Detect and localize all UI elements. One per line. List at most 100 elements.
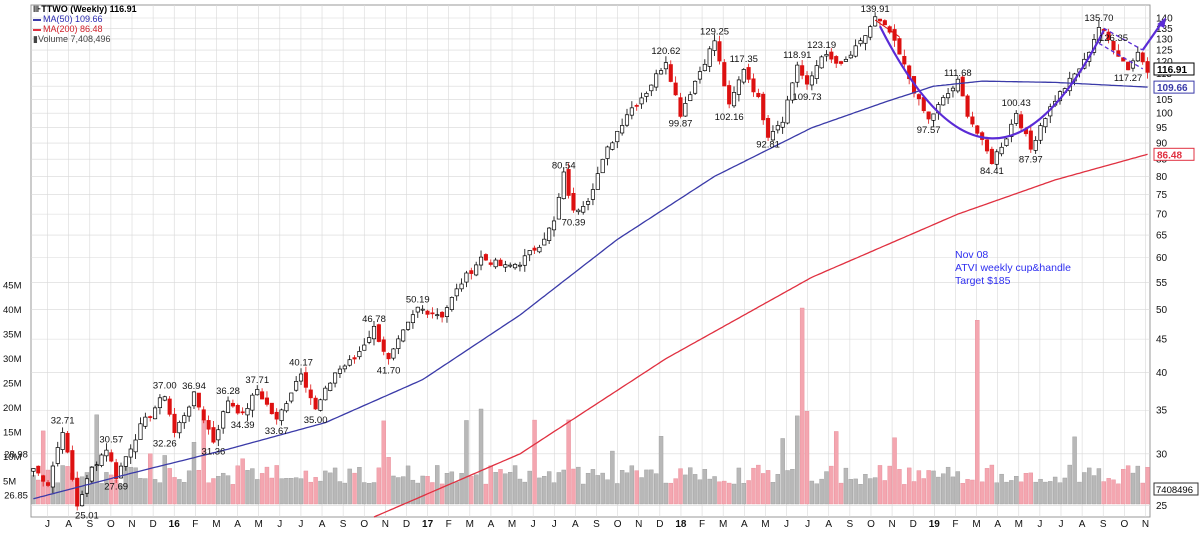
- candle-body: [678, 97, 683, 117]
- volume-tick-label: 25M: [3, 379, 22, 390]
- volume-bar: [872, 477, 878, 505]
- volume-bar: [877, 465, 883, 505]
- candle-body: [201, 409, 206, 421]
- y-tick-label: 55: [1156, 278, 1168, 289]
- candle-body: [298, 373, 304, 382]
- x-tick-label: S: [593, 519, 600, 530]
- volume-bar: [804, 411, 810, 505]
- volume-bar: [843, 467, 849, 505]
- volume-bar: [736, 467, 742, 505]
- x-tick-label: 18: [675, 519, 687, 530]
- candle-body: [342, 365, 347, 370]
- candle-body: [221, 411, 226, 429]
- candle-body: [255, 389, 260, 396]
- candle-body: [975, 125, 980, 134]
- pattern-annotation: Nov 08 ATVI weekly cup&handle Target $18…: [955, 249, 1071, 288]
- legend-title: ⊪TTWO (Weekly) 116.91: [33, 4, 137, 14]
- x-tick-label: F: [192, 519, 198, 530]
- price-anchor-label: 34.39: [231, 420, 255, 431]
- candle-body: [756, 92, 761, 98]
- candle-body: [474, 264, 479, 276]
- candle-body: [571, 193, 576, 211]
- x-tick-label: M: [466, 519, 474, 530]
- candle-body: [225, 400, 231, 413]
- candle-body: [965, 95, 970, 117]
- volume-bar: [323, 470, 328, 505]
- candle-body: [746, 67, 751, 80]
- candle-body: [284, 403, 289, 412]
- price-anchor-label: 111.68: [944, 68, 972, 79]
- candle-body: [478, 256, 484, 266]
- y-tick-label: 35: [1156, 406, 1168, 417]
- volume-bar: [36, 479, 41, 505]
- candle-body: [819, 56, 824, 69]
- volume-bar: [994, 482, 999, 505]
- candle-body: [668, 64, 673, 82]
- volume-bar: [206, 482, 211, 505]
- price-anchor-label: 30.57: [99, 435, 123, 446]
- candle-body: [133, 439, 138, 453]
- x-tick-label: A: [741, 519, 748, 530]
- x-tick-label: M: [212, 519, 220, 530]
- candle-body: [328, 382, 333, 391]
- volume-bar: [425, 476, 430, 505]
- candle-body: [381, 339, 386, 352]
- volume-bar: [1048, 481, 1053, 505]
- candle-body: [858, 40, 863, 45]
- volume-bar: [279, 478, 284, 505]
- volume-bar: [381, 420, 386, 505]
- volume-bar: [362, 482, 367, 505]
- candle-body: [50, 465, 55, 488]
- candle-body: [245, 408, 250, 416]
- legend-ma200: MA(200) 86.48: [33, 24, 137, 34]
- y-tick-label: 65: [1156, 231, 1168, 242]
- volume-bar: [741, 483, 746, 505]
- candle-body: [308, 389, 313, 399]
- candle-body: [960, 76, 965, 97]
- volume-bar: [527, 470, 532, 505]
- candle-body: [770, 131, 775, 141]
- x-tick-label: J: [552, 519, 557, 530]
- volume-bar: [138, 478, 143, 505]
- volume-bar: [439, 483, 445, 505]
- volume-bar: [274, 465, 279, 505]
- volume-bar: [493, 472, 498, 505]
- candle-body: [274, 411, 279, 420]
- volume-bar: [819, 478, 824, 505]
- volume-bar: [332, 467, 338, 505]
- volume-bar: [357, 467, 362, 505]
- x-tick-label: D: [910, 519, 917, 530]
- candle-body: [722, 62, 727, 87]
- volume-bar: [984, 468, 990, 505]
- candle-body: [31, 468, 36, 472]
- x-tick-label: O: [1120, 519, 1128, 530]
- volume-bar: [692, 474, 698, 505]
- x-tick-label: J: [45, 519, 50, 530]
- x-tick-label: N: [382, 519, 389, 530]
- volume-bar: [177, 479, 182, 505]
- volume-icon: ▮: [33, 34, 38, 44]
- candle-body: [984, 139, 990, 152]
- candle-body: [1043, 118, 1048, 128]
- candle-body: [430, 312, 435, 315]
- candle-body: [834, 56, 839, 64]
- candle-body: [853, 45, 858, 57]
- candle-body: [950, 87, 956, 92]
- x-tick-label: S: [847, 519, 854, 530]
- candle-body: [279, 409, 284, 422]
- candle-body: [196, 392, 201, 408]
- y-tick-label: 45: [1156, 335, 1168, 346]
- candle-body: [109, 452, 114, 462]
- volume-bar: [459, 473, 464, 505]
- candle-body: [780, 121, 785, 128]
- volume-bar: [1086, 467, 1092, 505]
- volume-bar: [109, 474, 114, 505]
- price-anchor-label: 35.00: [304, 415, 328, 426]
- volume-bar: [770, 482, 776, 505]
- candle-body: [877, 18, 883, 22]
- volume-bar: [941, 473, 946, 505]
- candle-body: [527, 250, 532, 256]
- volume-bar: [571, 468, 576, 505]
- candle-body: [892, 29, 897, 41]
